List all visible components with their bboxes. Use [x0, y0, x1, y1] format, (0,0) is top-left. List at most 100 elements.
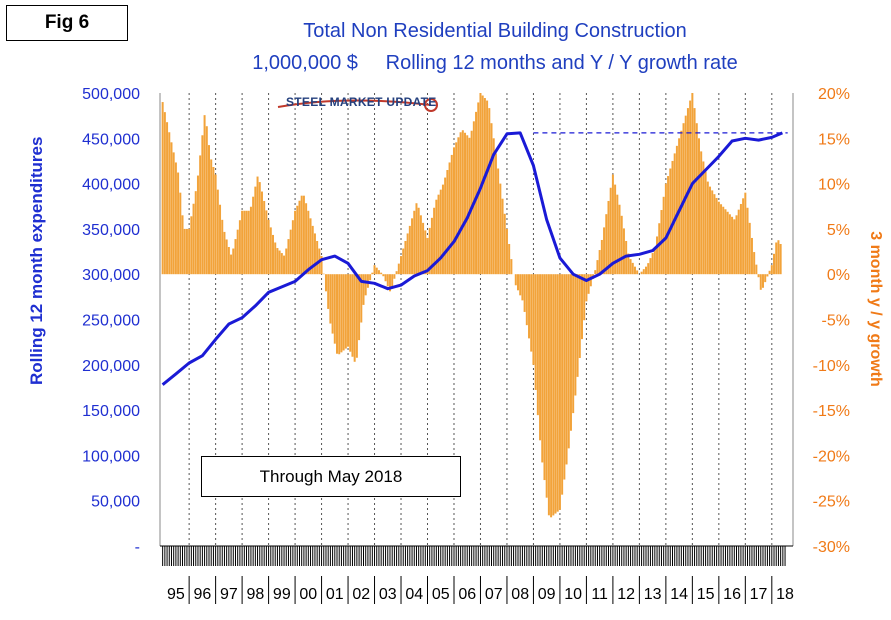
- growth-bar: [249, 206, 252, 275]
- growth-bar: [214, 174, 217, 275]
- year-label: 06: [458, 586, 476, 603]
- growth-bar: [391, 274, 394, 287]
- growth-bar: [375, 267, 378, 275]
- year-label: 08: [511, 586, 529, 603]
- growth-bar: [773, 253, 776, 275]
- growth-bar: [724, 209, 727, 275]
- growth-bar: [770, 265, 773, 275]
- growth-bar: [603, 227, 606, 275]
- growth-bar: [470, 130, 473, 275]
- year-label: 14: [670, 586, 688, 603]
- growth-bar: [232, 248, 235, 275]
- growth-bar: [172, 152, 175, 275]
- growth-bar: [411, 218, 414, 275]
- growth-bar: [362, 274, 365, 305]
- growth-bar: [755, 264, 758, 275]
- growth-bar: [561, 274, 564, 495]
- growth-bar: [256, 176, 259, 275]
- growth-bar: [475, 111, 478, 275]
- growth-bar: [700, 151, 703, 275]
- growth-bar: [552, 274, 555, 516]
- growth-bar: [569, 274, 572, 431]
- growth-bar: [744, 192, 747, 275]
- growth-bar: [563, 274, 566, 480]
- left-tick-label: 450,000: [82, 131, 140, 148]
- year-label: 04: [405, 586, 423, 603]
- growth-bar: [764, 274, 767, 283]
- growth-bar: [556, 274, 559, 512]
- growth-bar: [353, 274, 356, 362]
- growth-bar: [347, 274, 350, 347]
- growth-bar: [680, 130, 683, 275]
- growth-bar: [768, 270, 771, 275]
- growth-bar: [439, 189, 442, 275]
- growth-bar: [477, 102, 480, 275]
- growth-bar: [720, 204, 723, 275]
- growth-bar: [252, 196, 255, 275]
- growth-bar: [516, 274, 519, 291]
- growth-bar: [479, 93, 482, 275]
- growth-bar: [181, 215, 184, 275]
- growth-bar: [550, 274, 553, 518]
- growth-bar: [578, 274, 581, 359]
- growth-bar: [413, 210, 416, 275]
- growth-bar: [572, 274, 575, 414]
- growth-bar: [530, 274, 533, 352]
- right-tick-label: 10%: [818, 177, 850, 194]
- growth-bar: [302, 195, 305, 275]
- growth-bar: [618, 204, 621, 275]
- growth-bar: [539, 274, 542, 441]
- year-label: 99: [273, 586, 291, 603]
- growth-bar: [649, 258, 652, 275]
- growth-bar: [285, 248, 288, 275]
- growth-bar: [746, 207, 749, 275]
- growth-bar: [236, 229, 239, 275]
- growth-bar: [594, 270, 597, 275]
- growth-bar: [713, 194, 716, 275]
- growth-bar: [166, 122, 169, 275]
- chart-title: Total Non Residential Building Construct…: [303, 20, 687, 42]
- growth-bar: [596, 260, 599, 275]
- growth-bar: [490, 123, 493, 275]
- growth-bar: [338, 274, 341, 355]
- growth-bar: [585, 274, 588, 302]
- growth-bar: [678, 138, 681, 275]
- logo-swoosh-icon: [277, 98, 438, 112]
- right-axis-label: 3 month y / y growth: [867, 231, 884, 387]
- growth-bar: [501, 198, 504, 275]
- growth-bar: [505, 228, 508, 275]
- growth-bar: [761, 274, 764, 288]
- right-tick-label: 5%: [827, 222, 850, 239]
- growth-bar: [415, 203, 418, 275]
- growth-bar: [464, 132, 467, 275]
- growth-bar: [373, 265, 376, 275]
- year-label: 15: [697, 586, 715, 603]
- growth-bar: [241, 210, 244, 275]
- growth-bar: [750, 237, 753, 275]
- growth-bar: [753, 252, 756, 275]
- growth-bar: [640, 271, 643, 275]
- growth-bar: [536, 274, 539, 416]
- year-label: 98: [246, 586, 264, 603]
- year-label: 18: [776, 586, 794, 603]
- growth-bar: [757, 274, 760, 278]
- growth-bar: [600, 239, 603, 275]
- growth-bar: [388, 274, 391, 292]
- growth-bar: [545, 274, 548, 498]
- growth-bar: [216, 189, 219, 275]
- growth-bar: [457, 137, 460, 275]
- growth-bar: [358, 274, 361, 341]
- growth-bar: [728, 214, 731, 275]
- growth-bar: [461, 130, 464, 275]
- growth-bar: [400, 256, 403, 275]
- growth-bar: [695, 123, 698, 275]
- growth-bar: [188, 228, 191, 275]
- growth-bar: [174, 162, 177, 275]
- growth-bar: [455, 142, 458, 275]
- growth-bar: [377, 270, 380, 275]
- growth-bar: [331, 274, 334, 334]
- growth-bar: [433, 207, 436, 275]
- growth-bar: [333, 274, 336, 344]
- right-tick-label: -15%: [813, 403, 850, 420]
